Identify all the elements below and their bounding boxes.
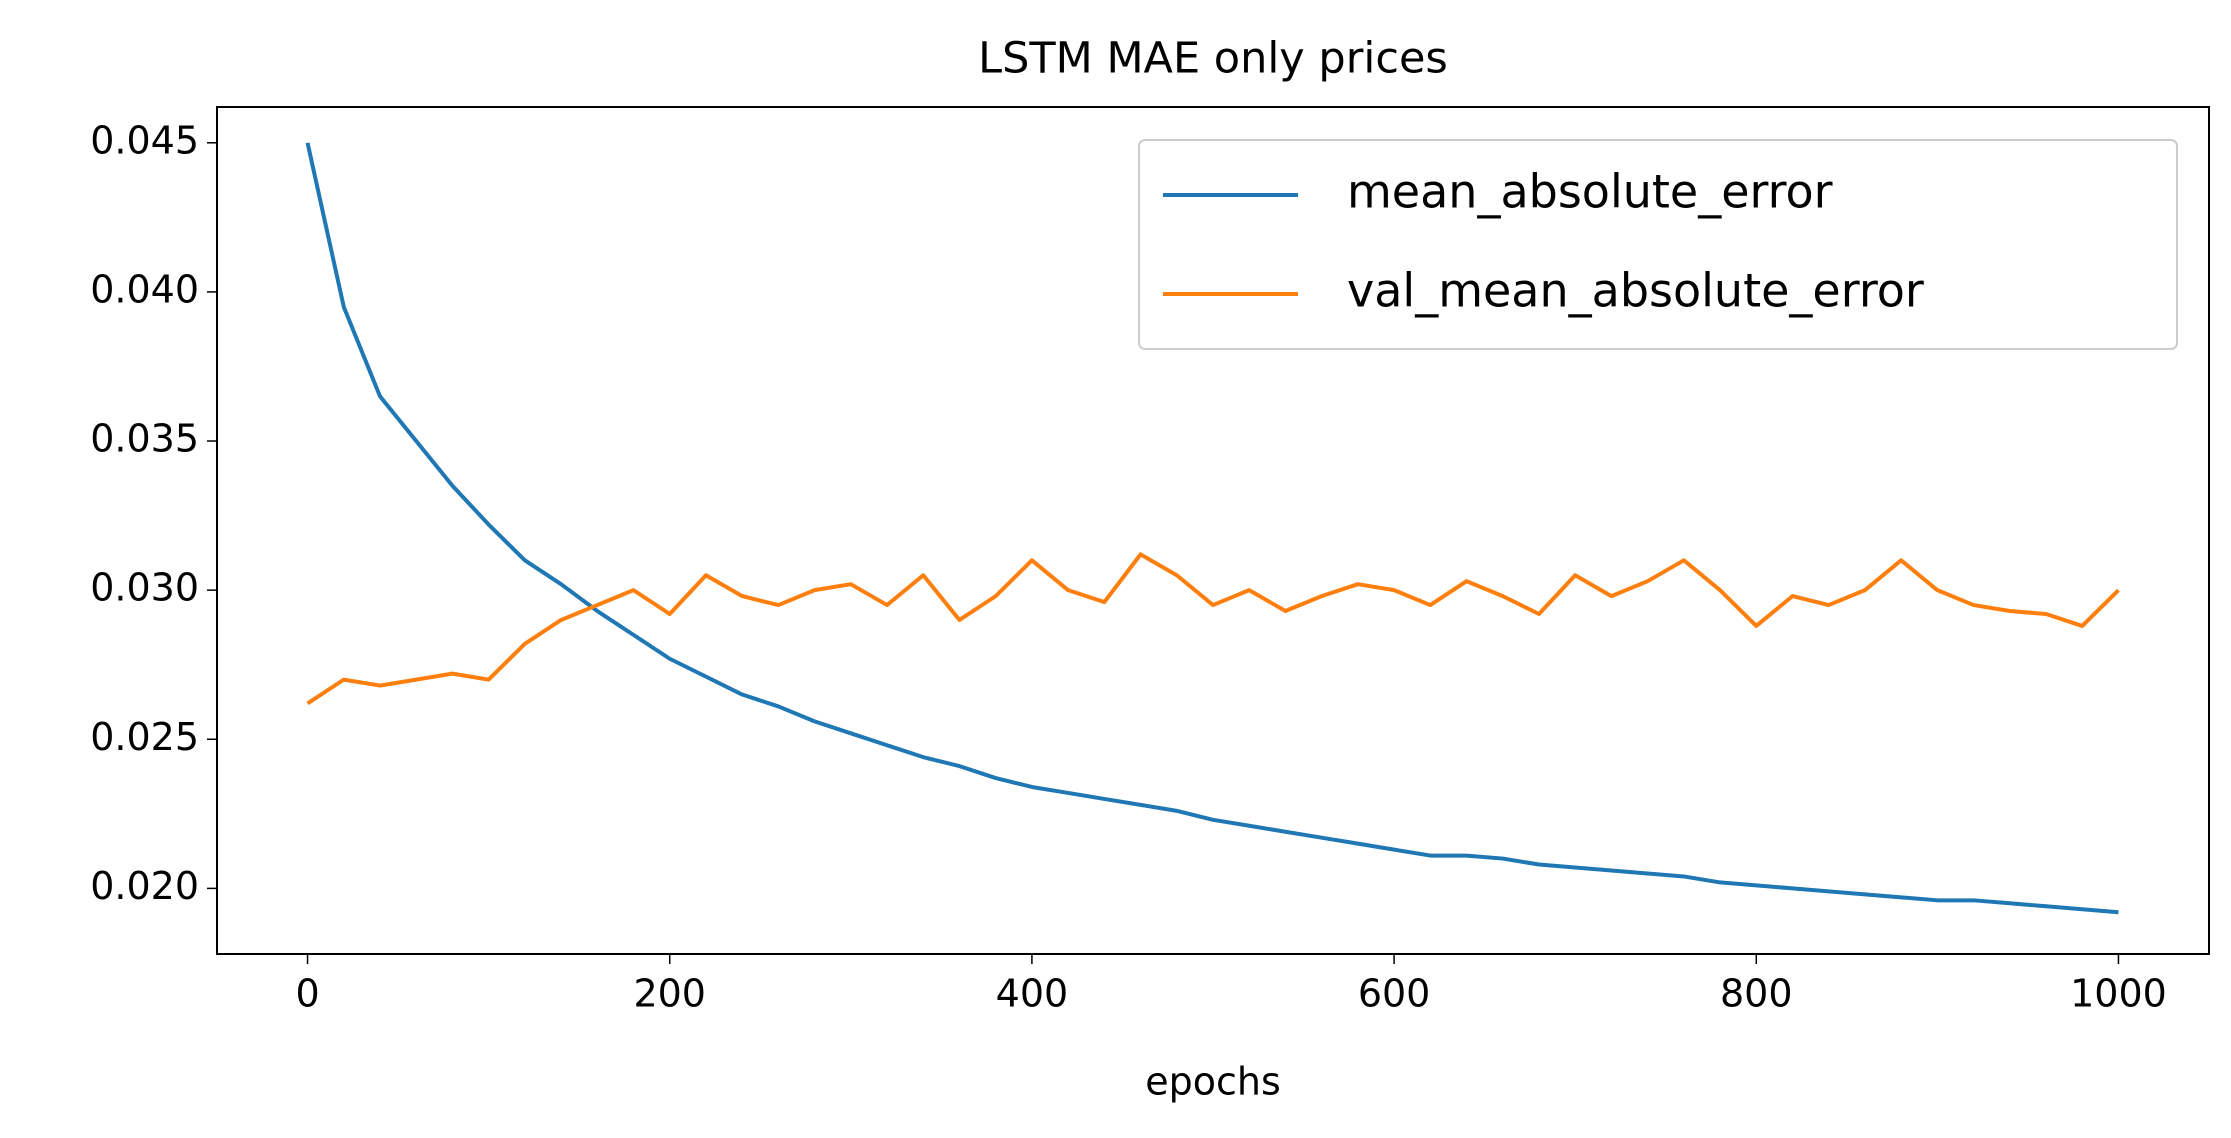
line-series — [306, 552, 2120, 706]
y-tick-label: 0.035 — [90, 417, 199, 461]
y-tick-label: 0.020 — [90, 864, 199, 908]
x-tick-label: 1000 — [2070, 972, 2167, 1016]
chart-title: LSTM MAE only prices — [978, 34, 1448, 84]
x-tick-label: 0 — [295, 972, 319, 1016]
line-series — [305, 142, 2119, 915]
legend-box — [1138, 139, 2178, 350]
legend-label: mean_absolute_error — [1347, 165, 1833, 219]
legend-label: val_mean_absolute_error — [1347, 264, 1924, 318]
y-tick-label: 0.025 — [90, 715, 199, 759]
y-tick-label: 0.045 — [90, 118, 199, 162]
x-tick-label: 600 — [1358, 972, 1431, 1016]
plot-frame — [216, 106, 2210, 955]
x-tick-label: 200 — [633, 972, 706, 1016]
x-tick-label: 400 — [996, 972, 1069, 1016]
x-axis-label: epochs — [1145, 1060, 1281, 1104]
y-tick-label: 0.040 — [90, 267, 199, 311]
x-tick-label: 800 — [1720, 972, 1793, 1016]
y-tick-label: 0.030 — [90, 566, 199, 610]
